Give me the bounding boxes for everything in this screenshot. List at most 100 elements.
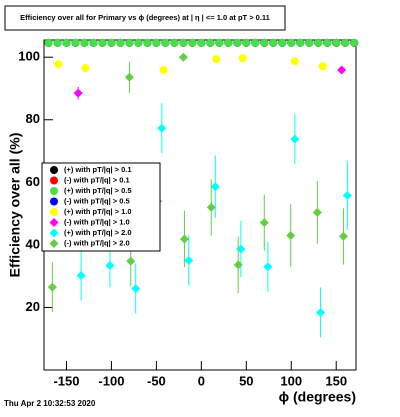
data-point xyxy=(53,38,62,47)
data-point xyxy=(206,202,216,212)
data-point xyxy=(337,65,347,75)
data-point xyxy=(73,88,83,98)
title-box xyxy=(4,5,286,31)
legend-label: (+) with pT/|q| > 0.1 xyxy=(64,165,132,174)
data-point xyxy=(312,207,322,217)
legend-label: (-) with pT/|q| > 0.5 xyxy=(64,196,130,205)
y-axis-label: Efficiency over all (%) xyxy=(7,133,23,278)
legend-label: (+) with pT/|q| > 0.5 xyxy=(64,186,132,195)
legend-marker xyxy=(50,208,58,216)
y-tick-label: 100 xyxy=(18,49,40,64)
legend-box xyxy=(41,162,161,252)
data-point xyxy=(290,134,300,144)
legend-marker xyxy=(50,166,58,174)
legend: (+) with pT/|q| > 0.1(-) with pT/|q| > 0… xyxy=(41,162,161,252)
plot-area: -150 -100 -50 0 50 100 150 20 40 60 80 100 xyxy=(18,38,359,388)
data-point xyxy=(278,38,287,47)
data-point xyxy=(242,38,251,47)
data-point xyxy=(197,38,206,47)
data-point xyxy=(184,256,194,266)
y-tick-label: 80 xyxy=(26,111,40,126)
data-point xyxy=(81,64,90,73)
footer: Thu Apr 2 10:32:53 2020 xyxy=(4,399,96,408)
legend-label: (+) with pT/|q| > 2.0 xyxy=(64,228,132,237)
data-point xyxy=(341,38,350,47)
data-point xyxy=(332,38,341,47)
data-point xyxy=(161,38,170,47)
data-point xyxy=(170,38,179,47)
data-point xyxy=(80,38,89,47)
data-point xyxy=(251,38,260,47)
data-point xyxy=(126,256,136,266)
data-point xyxy=(116,38,125,47)
y-tick-label: 40 xyxy=(26,236,40,251)
data-point xyxy=(179,234,189,244)
legend-marker xyxy=(50,176,58,185)
x-tick-label: -50 xyxy=(147,373,166,388)
legend-marker xyxy=(49,218,59,227)
data-point xyxy=(286,230,296,240)
legend-label: (-) with pT/|q| > 0.1 xyxy=(64,175,130,184)
data-point xyxy=(314,38,323,47)
data-point xyxy=(125,38,134,47)
data-point xyxy=(263,262,273,272)
data-point xyxy=(134,38,143,47)
data-point xyxy=(44,38,53,47)
data-point xyxy=(350,38,359,47)
data-point xyxy=(62,38,71,47)
data-point xyxy=(323,38,332,47)
x-tick-label: 100 xyxy=(280,373,302,388)
data-point xyxy=(179,38,188,47)
data-point xyxy=(224,38,233,47)
data-point xyxy=(178,52,188,62)
data-point xyxy=(233,260,243,270)
data-point xyxy=(188,38,197,47)
x-tick-label: -150 xyxy=(53,373,79,388)
data-point xyxy=(305,38,314,47)
data-point xyxy=(107,38,116,47)
legend-label: (-) with pT/|q| > 2.0 xyxy=(64,238,130,247)
data-point xyxy=(259,218,269,228)
y-tick-label: 60 xyxy=(26,174,40,189)
data-point xyxy=(318,62,327,71)
data-point xyxy=(342,190,352,200)
x-tick-label: 0 xyxy=(198,373,205,388)
data-point xyxy=(233,38,242,47)
data-point xyxy=(215,38,224,47)
data-point xyxy=(131,284,141,294)
x-tick-label: 150 xyxy=(325,373,347,388)
chart-title: Efficiency over all for Primary vs ϕ (de… xyxy=(20,13,270,22)
data-point xyxy=(212,55,221,64)
legend-marker xyxy=(50,187,58,195)
data-point xyxy=(287,38,296,47)
data-point xyxy=(210,182,220,192)
legend-marker xyxy=(50,197,58,206)
data-point xyxy=(54,60,63,69)
data-point xyxy=(157,123,167,133)
x-tick-label: -100 xyxy=(98,373,124,388)
data-point xyxy=(105,261,115,271)
data-point xyxy=(71,38,80,47)
data-point xyxy=(238,54,247,63)
data-point xyxy=(159,66,168,75)
x-tick-label: 50 xyxy=(239,373,253,388)
data-point xyxy=(76,271,86,281)
legend-label: (-) with pT/|q| > 1.0 xyxy=(64,217,130,226)
data-point xyxy=(206,38,215,47)
data-point xyxy=(89,38,98,47)
data-point xyxy=(338,231,348,241)
data-point xyxy=(98,38,107,47)
y-tick-label: 20 xyxy=(26,299,40,314)
data-point xyxy=(143,38,152,47)
legend-marker xyxy=(49,239,59,248)
data-point xyxy=(124,72,134,82)
data-point xyxy=(260,38,269,47)
data-point xyxy=(296,38,305,47)
legend-marker xyxy=(49,228,59,238)
x-axis-label: ϕ (degrees) xyxy=(279,389,356,405)
data-point xyxy=(47,282,57,292)
legend-label: (+) with pT/|q| > 1.0 xyxy=(64,207,132,216)
data-point xyxy=(152,38,161,47)
